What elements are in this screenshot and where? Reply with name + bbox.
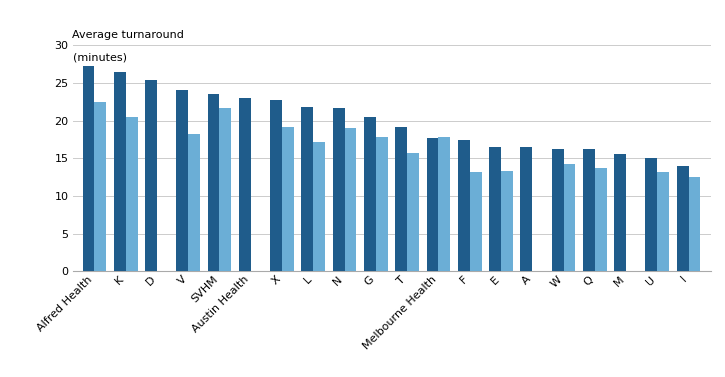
Bar	[395, 127, 407, 271]
Bar	[521, 147, 532, 271]
Bar	[364, 117, 376, 271]
Bar	[614, 154, 626, 271]
Bar	[176, 90, 188, 271]
Bar	[94, 102, 107, 271]
Text: Average turnaround: Average turnaround	[72, 30, 184, 40]
Bar	[645, 158, 658, 271]
Bar	[207, 94, 220, 271]
Bar	[239, 98, 251, 271]
Bar	[689, 177, 700, 271]
Bar	[344, 128, 357, 271]
Bar	[658, 172, 669, 271]
Bar	[489, 147, 501, 271]
Bar	[145, 80, 157, 271]
Bar	[114, 72, 125, 271]
Bar	[282, 127, 294, 271]
Bar	[407, 153, 419, 271]
Bar	[457, 140, 470, 271]
Bar	[220, 108, 231, 271]
Bar	[313, 142, 326, 271]
Bar	[333, 108, 344, 271]
Bar	[83, 66, 94, 271]
Bar	[302, 107, 313, 271]
Bar	[125, 117, 138, 271]
Bar	[439, 137, 450, 271]
Bar	[552, 149, 563, 271]
Bar	[563, 164, 576, 271]
Text: (minutes): (minutes)	[72, 53, 126, 63]
Bar	[583, 149, 594, 271]
Bar	[501, 171, 513, 271]
Bar	[676, 166, 689, 271]
Bar	[426, 138, 439, 271]
Bar	[270, 100, 282, 271]
Bar	[188, 134, 200, 271]
Bar	[594, 168, 607, 271]
Bar	[376, 137, 388, 271]
Bar	[470, 172, 481, 271]
